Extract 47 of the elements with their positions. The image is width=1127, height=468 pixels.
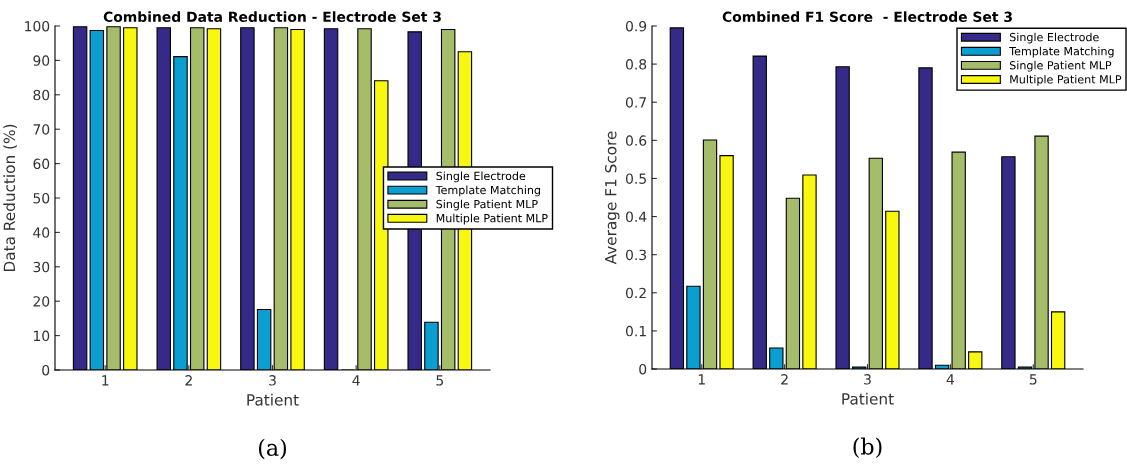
y-tick-label: 40	[33, 227, 50, 238]
y-tick-label: 0.4	[625, 211, 647, 223]
legend-label: Single Patient MLP	[1009, 60, 1112, 72]
text: (a)	[258, 438, 287, 460]
legend-label: Single Electrode	[436, 171, 526, 183]
x-tick-label: 1	[102, 375, 109, 386]
legend-label: Template Matching	[1009, 46, 1114, 58]
y-tick-label: 60	[33, 158, 50, 170]
y-tick-label: 70	[33, 124, 50, 135]
y-tick-label: 80	[33, 89, 50, 101]
y-tick-label: 0	[42, 364, 50, 376]
x-tick-label: 4	[946, 374, 955, 385]
x-tick-label: 5	[1029, 374, 1037, 385]
x-tick-label: 1	[698, 374, 705, 385]
legend-label: Single Electrode	[1009, 32, 1099, 44]
legend-label: Multiple Patient MLP	[1010, 74, 1122, 86]
x-tick-label: 3	[864, 374, 871, 385]
text: (b)	[853, 437, 882, 458]
x-tick-label: 2	[185, 375, 192, 386]
legend-label: Multiple Patient MLP	[436, 213, 548, 225]
x-tick-label: 5	[436, 375, 444, 386]
y-tick-label: 90	[33, 55, 50, 66]
y-tick-label: 0.3	[625, 249, 647, 261]
x-tick-label: 4	[352, 375, 360, 386]
y-tick-label: 20	[33, 296, 50, 307]
y-tick-label: 100	[25, 20, 50, 32]
y-tick-label: 0.6	[625, 135, 647, 146]
y-tick-label: 50	[33, 192, 50, 204]
x-tick-label: 3	[269, 375, 276, 386]
legend-label: Template Matching	[435, 185, 540, 197]
x-axis-title: Patient	[247, 393, 299, 406]
chart-title: Combined Data Reduction - Electrode Set 3	[103, 11, 441, 23]
chart-title: Combined F1 Score - Electrode Set 3	[722, 11, 1012, 23]
y-tick-label: 0	[639, 363, 647, 375]
y-tick-label: 0.9	[625, 20, 647, 32]
y-tick-label: 0.2	[625, 287, 646, 299]
x-tick-label: 2	[781, 374, 788, 385]
legend-label: Single Patient MLP	[436, 199, 538, 211]
y-tick-label: 30	[33, 261, 50, 273]
y-tick-label: 0.7	[625, 97, 646, 108]
x-axis-title: Patient	[842, 392, 894, 405]
y-tick-label: 0.5	[625, 173, 646, 184]
y-axis-title: Data Reduction (%)	[3, 124, 17, 271]
y-tick-label: 10	[33, 330, 50, 342]
y-tick-label: 0.1	[625, 325, 646, 337]
y-tick-label: 0.8	[625, 59, 647, 70]
y-axis-title: Average F1 Score	[604, 131, 620, 265]
